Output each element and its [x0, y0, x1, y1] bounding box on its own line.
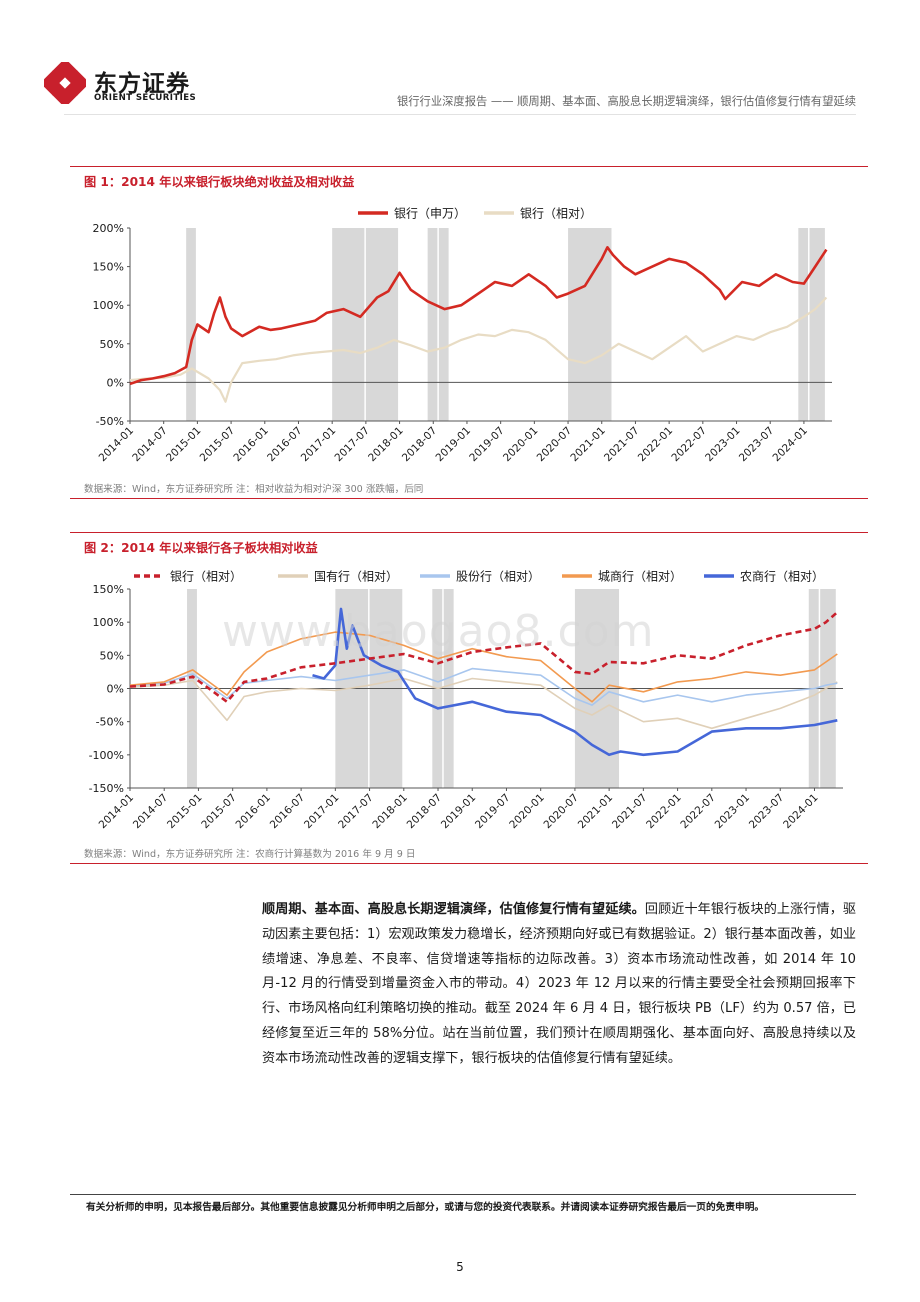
shaded-period-3	[427, 228, 438, 421]
x-tick-label: 2014-07	[131, 792, 171, 832]
x-tick-label: 2021-07	[610, 792, 650, 832]
series-line-0	[129, 245, 828, 386]
x-tick-label: 2022-07	[669, 425, 709, 465]
x-tick-label: 2015-01	[165, 792, 205, 832]
x-tick-label: 2020-07	[542, 792, 582, 832]
figure1-source: 数据来源：Wind，东方证券研究所 注：相对收益为相对沪深 300 涨跌幅，后同	[84, 484, 424, 495]
page-number: 5	[456, 1260, 464, 1274]
x-tick-label: 2015-01	[164, 425, 204, 465]
y-tick-label: -50%	[96, 716, 124, 729]
legend-label-3: 城商行（相对）	[598, 569, 682, 584]
legend-label-0: 银行（相对）	[170, 570, 242, 584]
x-tick-label: 2019-01	[434, 425, 474, 465]
figure1-top-rule	[70, 166, 868, 167]
x-tick-label: 2015-07	[199, 792, 239, 832]
shaded-period-4	[438, 228, 449, 421]
x-tick-label: 2021-01	[576, 792, 616, 832]
body-lead: 顺周期、基本面、高股息长期逻辑演绎，估值修复行情有望延续。	[262, 902, 645, 917]
x-tick-label: 2019-01	[439, 792, 479, 832]
orient-logo-icon	[44, 62, 86, 104]
y-tick-label: -100%	[89, 749, 124, 762]
y-tick-label: 50%	[100, 649, 124, 662]
logo-english-name: ORIENT SECURITIES	[94, 93, 197, 103]
body-paragraph: 顺周期、基本面、高股息长期逻辑演绎，估值修复行情有望延续。回顾近十年银行板块的上…	[262, 898, 856, 1072]
x-tick-label: 2024-01	[771, 425, 811, 465]
figure2-title: 图 2：2014 年以来银行各子板块相对收益	[84, 541, 318, 555]
legend-label-4: 农商行（相对）	[740, 569, 824, 584]
x-tick-label: 2020-07	[535, 425, 575, 465]
report-header-title: 银行行业深度报告 —— 顺周期、基本面、高股息长期逻辑演绎，银行估值修复行情有望…	[396, 95, 856, 108]
shaded-period-0	[186, 228, 196, 421]
legend-label-1: 银行（相对）	[520, 207, 592, 221]
series-line-1	[129, 296, 828, 403]
x-tick-label: 2023-01	[703, 425, 743, 465]
x-tick-label: 2020-01	[507, 792, 547, 832]
x-tick-label: 2017-01	[302, 792, 342, 832]
figure2-top-rule	[70, 532, 868, 533]
y-tick-label: 0%	[107, 376, 124, 389]
disclaimer-divider	[70, 1194, 856, 1195]
y-tick-label: -50%	[96, 415, 124, 428]
x-tick-label: 2019-07	[467, 425, 507, 465]
header-divider	[64, 114, 856, 115]
figure2-bottom-rule	[70, 863, 868, 864]
y-tick-label: 100%	[93, 616, 124, 629]
x-tick-label: 2016-07	[268, 792, 308, 832]
y-tick-label: 150%	[93, 261, 124, 274]
x-tick-label: 2023-01	[713, 792, 753, 832]
x-tick-label: 2016-07	[265, 425, 305, 465]
watermark-text: www.baogao8.com	[222, 606, 655, 657]
shaded-period-6	[798, 228, 809, 421]
y-tick-label: 100%	[93, 299, 124, 312]
y-tick-label: -150%	[89, 782, 124, 795]
figure1-title: 图 1：2014 年以来银行板块绝对收益及相对收益	[84, 175, 355, 189]
series-line-3	[129, 631, 838, 703]
x-tick-label: 2016-01	[234, 792, 274, 832]
x-tick-label: 2014-01	[97, 425, 137, 465]
legend-label-2: 股份行（相对）	[456, 570, 540, 584]
x-tick-label: 2017-01	[299, 425, 339, 465]
x-tick-label: 2022-01	[644, 792, 684, 832]
series-line-1	[129, 677, 838, 730]
x-tick-label: 2016-01	[231, 425, 271, 465]
x-tick-label: 2023-07	[747, 792, 787, 832]
x-tick-label: 2022-01	[636, 425, 676, 465]
logo-chinese-name: 东方证券	[94, 71, 190, 97]
x-tick-label: 2017-07	[332, 425, 372, 465]
figure1-bottom-rule	[70, 498, 868, 499]
series-line-4	[312, 607, 838, 757]
shaded-period-1	[332, 228, 365, 421]
y-tick-label: 200%	[93, 222, 124, 235]
x-tick-label: 2020-01	[501, 425, 541, 465]
x-tick-label: 2018-07	[400, 425, 440, 465]
legend-label-0: 银行（申万）	[394, 207, 466, 221]
x-tick-label: 2023-07	[737, 425, 777, 465]
x-tick-label: 2014-01	[97, 792, 137, 832]
y-tick-label: 50%	[100, 338, 124, 351]
x-tick-label: 2019-07	[473, 792, 513, 832]
x-tick-label: 2022-07	[678, 792, 718, 832]
x-tick-label: 2017-07	[336, 792, 376, 832]
x-tick-label: 2014-07	[130, 425, 170, 465]
x-tick-label: 2018-01	[366, 425, 406, 465]
figure2-source: 数据来源：Wind，东方证券研究所 注：农商行计算基数为 2016 年 9 月 …	[84, 849, 416, 860]
x-tick-label: 2018-07	[405, 792, 445, 832]
y-tick-label: 150%	[93, 583, 124, 596]
disclaimer-text: 有关分析师的申明，见本报告最后部分。其他重要信息披露见分析师申明之后部分，或请与…	[86, 1202, 765, 1213]
series-line-0	[129, 611, 839, 704]
x-tick-label: 2015-07	[198, 425, 238, 465]
shaded-period-5	[568, 228, 612, 421]
legend-label-1: 国有行（相对）	[314, 570, 398, 584]
shaded-period-7	[809, 228, 825, 421]
x-tick-label: 2018-01	[370, 792, 410, 832]
y-tick-label: 0%	[107, 683, 124, 696]
x-tick-label: 2021-07	[602, 425, 642, 465]
x-tick-label: 2021-01	[568, 425, 608, 465]
shaded-period-2	[365, 228, 399, 421]
body-text: 回顾近十年银行板块的上涨行情，驱动因素主要包括：1）宏观政策发力稳增长，经济预期…	[262, 902, 857, 1066]
figure2-chart: 150% 100% 50% 0% -50% -100% -150%2014-012014-0…	[89, 569, 843, 832]
x-tick-label: 2024-01	[781, 792, 821, 832]
figure1-chart: 200%150%100%50%0%-50%2014-012014-072015-…	[93, 207, 832, 465]
